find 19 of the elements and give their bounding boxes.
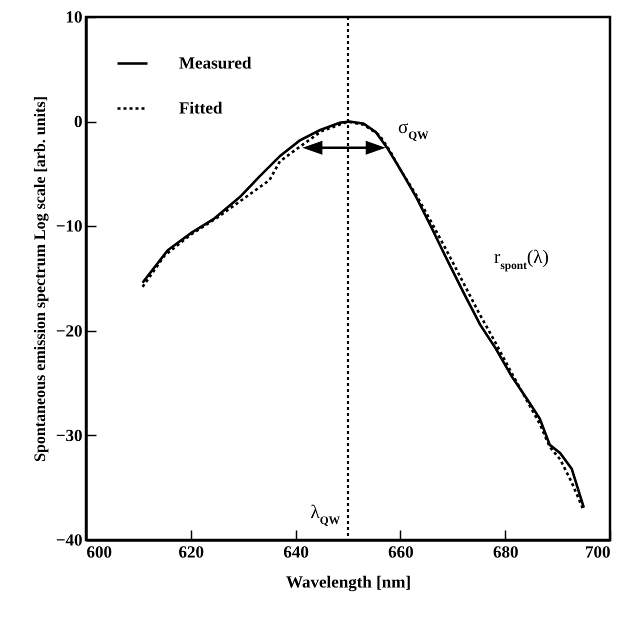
legend-label: Measured [179, 54, 252, 72]
y-axis-title: Spontaneous emission spectrum Log scale [arb. units] [32, 96, 49, 462]
x-tick-label: 700 [585, 542, 610, 562]
x-tick-label: 660 [388, 542, 414, 562]
annotation: σ$_{QW}$ [398, 117, 430, 142]
x-tick-label: 620 [178, 542, 204, 562]
x-tick-label: 600 [86, 542, 112, 562]
x-axis-title: Wavelength [nm] [286, 572, 412, 592]
annotation: r$_{spont}$(λ) [494, 247, 549, 272]
ref-line-label: λ$_{QW}$ [310, 502, 341, 527]
y-tick-label: −30 [56, 426, 82, 445]
y-tick-label: −20 [56, 321, 82, 340]
legend-label: Fitted [179, 98, 223, 118]
y-tick-label: 10 [66, 8, 82, 26]
y-tick-label: −40 [56, 530, 82, 550]
x-tick-label: 640 [283, 542, 309, 562]
x-tick-label: 680 [492, 542, 518, 562]
y-tick-label: 0 [74, 112, 82, 132]
y-tick-label: −10 [56, 216, 82, 236]
